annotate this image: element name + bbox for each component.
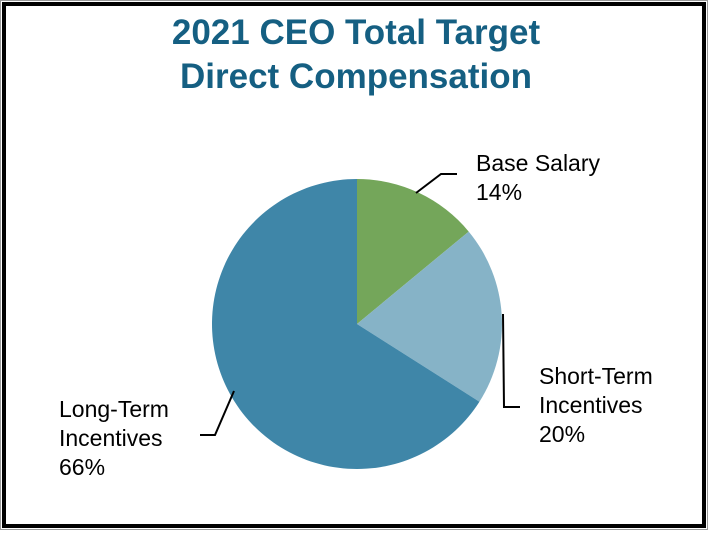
chart-title-line2: Direct Compensation xyxy=(180,57,532,96)
pie-slice-short-term-incentives xyxy=(357,231,502,402)
pie-slice-long-term-incentives xyxy=(211,179,480,469)
label-short-term-line1: Short-Term xyxy=(539,363,653,389)
chart-title-line1: 2021 CEO Total Target xyxy=(171,13,541,52)
label-long-term-value: 66% xyxy=(59,454,106,480)
label-long-term-line1: Long-Term xyxy=(59,396,169,422)
pie-slices xyxy=(211,179,502,469)
leader-line-long-term-incentives xyxy=(200,390,235,436)
label-short-term-line2: Incentives xyxy=(539,392,643,418)
label-base-salary: Base Salary 14% xyxy=(476,149,600,207)
label-base-salary-line1: Base Salary xyxy=(476,150,601,176)
chart-title: 2021 CEO Total Target Direct Compensatio… xyxy=(1,11,710,99)
leader-line-short-term-incentives xyxy=(502,313,520,408)
chart-border xyxy=(2,2,706,528)
pie-slice-base-salary xyxy=(357,179,469,324)
label-base-salary-value: 14% xyxy=(476,179,523,205)
leader-line-base-salary xyxy=(415,173,457,194)
label-short-term-incentives: Short-Term Incentives 20% xyxy=(539,362,653,449)
label-long-term-line2: Incentives xyxy=(59,425,163,451)
label-long-term-incentives: Long-Term Incentives 66% xyxy=(59,395,169,482)
label-short-term-value: 20% xyxy=(539,421,586,447)
